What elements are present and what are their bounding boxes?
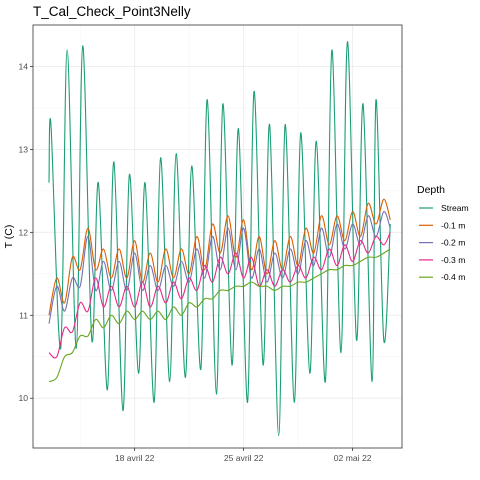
legend-label: -0.4 m [441, 272, 465, 282]
legend-label: -0.2 m [441, 238, 465, 248]
y-tick-label: 13 [18, 144, 28, 154]
x-tick-label: 25 avril 22 [224, 453, 264, 463]
series-line [48, 232, 391, 359]
y-tick-label: 11 [19, 310, 28, 320]
x-tick-label: 18 avril 22 [115, 453, 155, 463]
y-tick-label: 10 [18, 393, 28, 403]
legend-label: -0.1 m [441, 220, 465, 230]
panel-border [32, 24, 403, 449]
series-line [48, 211, 391, 324]
series-line [48, 248, 391, 383]
y-tick-label: 14 [18, 61, 28, 71]
legend-label: -0.3 m [441, 255, 465, 265]
series-layer [48, 41, 391, 437]
legend-label: Stream [441, 203, 469, 213]
legend-title: Depth [417, 184, 445, 196]
legend: Depth Stream -0.1 m -0.2 m -0.3 m -0.4 m [417, 184, 469, 282]
series-line [48, 198, 391, 316]
chart-title: T_Cal_Check_Point3Nelly [33, 4, 191, 19]
x-tick-label: 02 mai 22 [334, 453, 372, 463]
y-tick-label: 12 [18, 227, 28, 237]
axes: 10 11 12 13 14 18 avril 22 25 avril 22 02 mai 2… [18, 61, 371, 463]
series-line [48, 41, 391, 437]
y-axis-title: T (C) [3, 225, 15, 249]
